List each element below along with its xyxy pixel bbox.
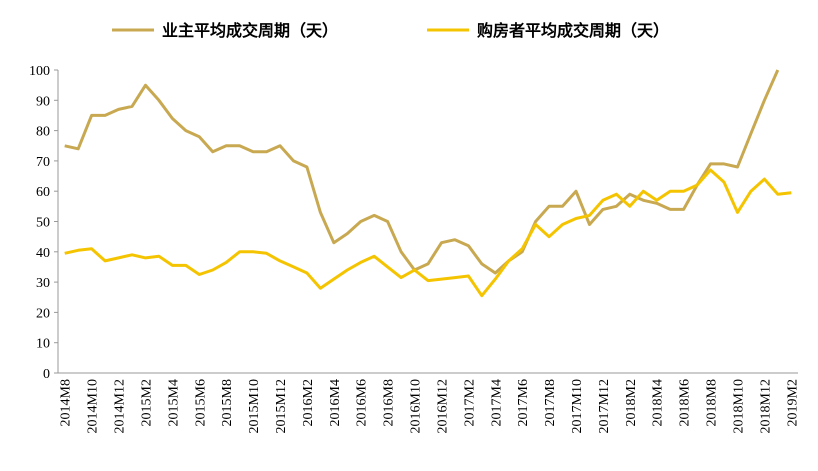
x-tick-label: 2017M6: [516, 379, 531, 426]
x-tick-label: 2015M12: [274, 379, 289, 433]
x-tick-label: 2016M12: [435, 379, 450, 433]
y-tick-label: 70: [36, 155, 50, 170]
x-tick-label: 2018M2: [624, 379, 639, 426]
y-tick-label: 0: [43, 367, 50, 382]
x-tick-label: 2017M2: [462, 379, 477, 426]
x-tick-label: 2018M4: [651, 379, 666, 426]
x-tick-label: 2014M10: [86, 379, 101, 433]
x-tick-label: 2017M4: [489, 379, 504, 426]
series-line: [64, 168, 792, 298]
x-tick-label: 2018M12: [758, 379, 773, 433]
x-tick-label: 2017M12: [597, 379, 612, 433]
x-tick-label: 2018M8: [705, 379, 720, 426]
x-tick-label: 2016M2: [301, 379, 316, 426]
x-tick-label: 2017M10: [570, 379, 585, 433]
y-tick-label: 10: [36, 337, 50, 352]
x-tick-label: 2017M8: [543, 379, 558, 426]
y-tick-label: 60: [36, 185, 50, 200]
x-tick-label: 2018M10: [731, 379, 746, 433]
x-tick-label: 2019M2: [785, 379, 800, 426]
x-tick-label: 2016M8: [382, 379, 397, 426]
x-tick-label: 2016M4: [328, 379, 343, 426]
x-tick-label: 2014M8: [59, 379, 74, 426]
x-tick-label: 2018M6: [678, 379, 693, 426]
series-line: [64, 69, 780, 275]
y-tick-label: 90: [36, 94, 50, 109]
legend-label: 业主平均成交周期（天）: [162, 21, 338, 40]
y-tick-label: 100: [29, 64, 50, 79]
x-tick-label: 2014M12: [113, 379, 128, 433]
x-tick-label: 2016M6: [355, 379, 370, 426]
x-tick-label: 2015M10: [247, 379, 262, 433]
legend-label: 购房者平均成交周期（天）: [477, 21, 669, 40]
x-tick-label: 2015M4: [166, 379, 181, 426]
x-tick-label: 2015M8: [220, 379, 235, 426]
x-tick-label: 2016M10: [409, 379, 424, 433]
x-tick-label: 2015M6: [193, 379, 208, 426]
x-tick-label: 2015M2: [139, 379, 154, 426]
y-tick-label: 40: [36, 246, 50, 261]
y-tick-label: 20: [36, 306, 50, 321]
y-tick-label: 50: [36, 216, 50, 231]
y-tick-label: 80: [36, 125, 50, 140]
y-tick-label: 30: [36, 276, 50, 291]
